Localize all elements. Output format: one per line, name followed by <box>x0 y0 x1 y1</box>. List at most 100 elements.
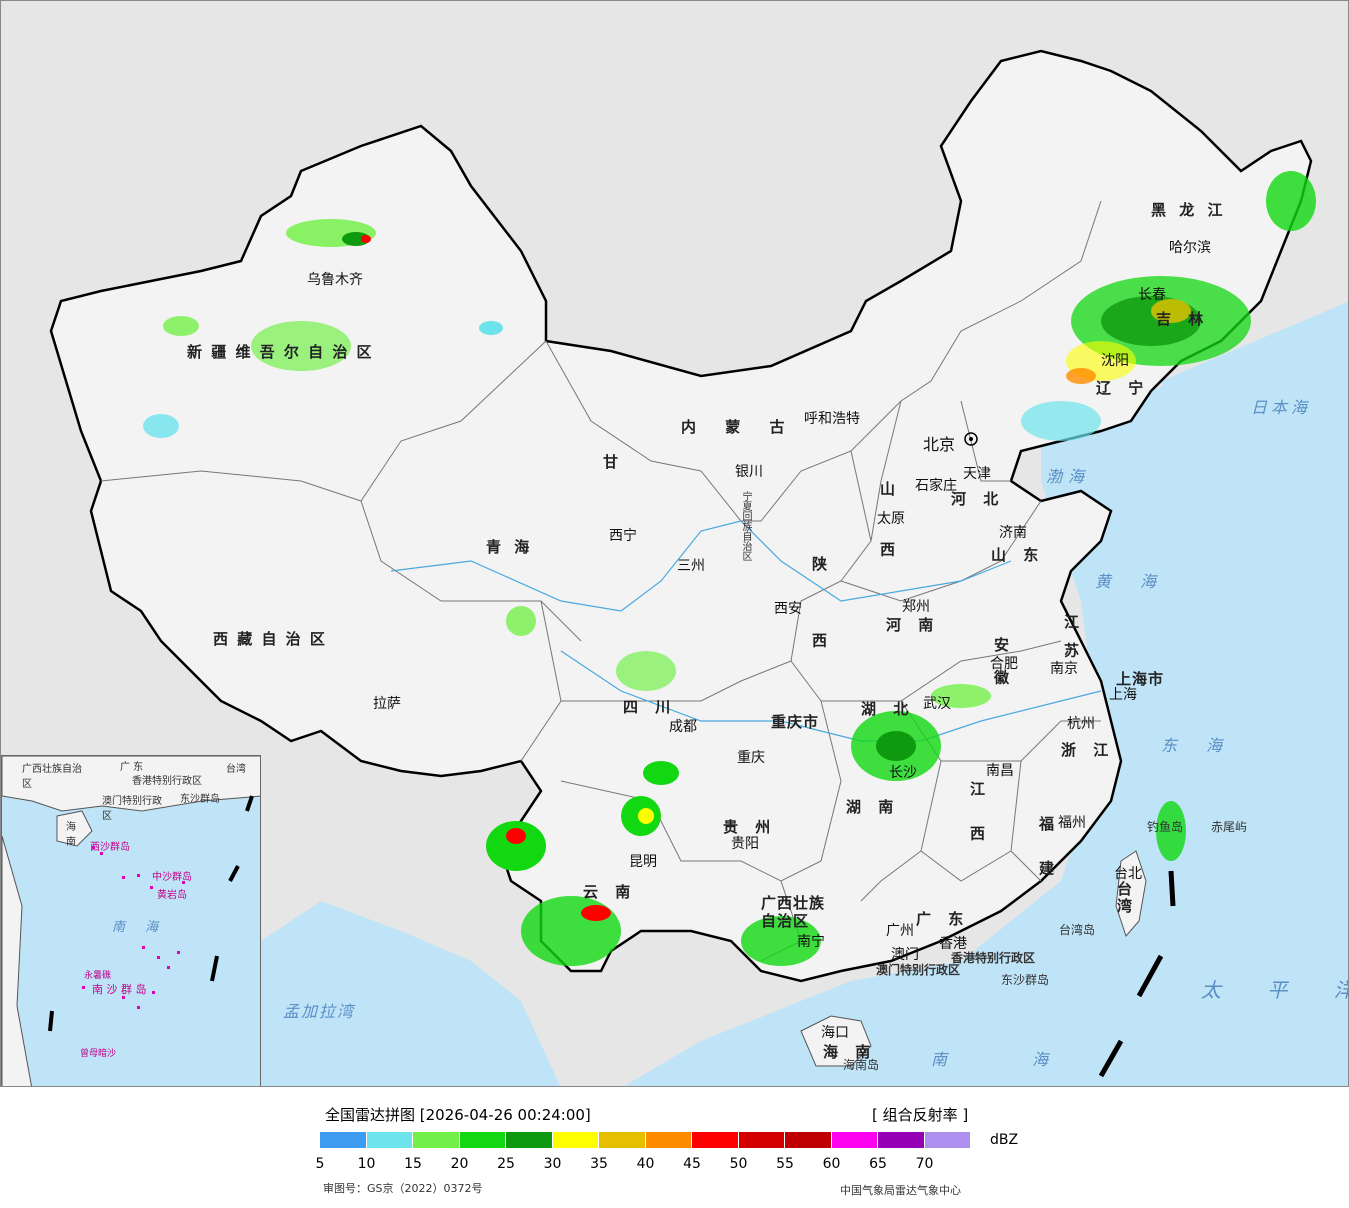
legend-swatch <box>692 1132 738 1148</box>
province-jiangxi: 江 西 <box>968 781 986 853</box>
legend-tick: 25 <box>497 1156 515 1172</box>
island-diaoyu: 钓鱼岛 <box>1147 820 1184 834</box>
legend-title: 全国雷达拼图 [2026-04-26 00:24:00] <box>325 1106 591 1124</box>
legend-product: [ 组合反射率 ] <box>872 1106 969 1124</box>
legend-tick: 20 <box>450 1156 469 1172</box>
legend-swatch <box>924 1132 970 1148</box>
island-chiwei: 赤尾屿 <box>1211 820 1248 834</box>
city-hangzhou: 杭州 <box>1067 716 1095 732</box>
legend-tick: 30 <box>543 1156 562 1172</box>
province-shaanxi: 陕 西 <box>810 556 828 676</box>
province-hk: 香港特别行政区 <box>951 951 1036 965</box>
sea-huanghai: 黄 海 <box>1095 572 1169 591</box>
city-shijiazhuang: 石家庄 <box>915 478 957 494</box>
city-haikou: 海口 <box>821 1025 849 1041</box>
city-shenyang: 沈阳 <box>1101 353 1129 369</box>
city-hohhot: 呼和浩特 <box>804 411 860 427</box>
province-jilin: 吉 林 <box>1156 310 1210 328</box>
sea-bengal: 孟加拉湾 <box>283 1002 356 1021</box>
city-tianjin: 天津 <box>963 466 991 482</box>
legend-swatch <box>506 1132 552 1148</box>
legend-tick: 45 <box>683 1156 701 1172</box>
legend-unit: dBZ <box>990 1132 1019 1148</box>
inset-label-dongsha: 东沙群岛 <box>180 794 220 805</box>
legend-swatch <box>599 1132 645 1148</box>
island-dongsha: 东沙群岛 <box>1001 973 1050 987</box>
inset-canvas <box>2 756 260 1086</box>
city-nanchang: 南昌 <box>986 763 1014 779</box>
inset-label-taiwan: 台湾 <box>226 764 246 775</box>
japan-sea <box>1161 301 1348 561</box>
province-hebei: 河 北 <box>951 490 1005 508</box>
legend-swatch <box>831 1132 877 1148</box>
city-guangzhou: 广州 <box>886 923 914 939</box>
bay-of-bengal <box>261 901 561 1086</box>
inset-label-huangyan: 黄岩岛 <box>157 890 187 901</box>
city-hefei: 合肥 <box>990 656 1018 672</box>
city-kunming: 昆明 <box>629 854 657 870</box>
city-shanghai: 上海 <box>1109 687 1137 703</box>
island-hainan: 海南岛 <box>843 1058 880 1072</box>
legend-swatch <box>320 1132 366 1148</box>
province-qinghai: 青 海 <box>486 538 534 556</box>
review-number: 审图号：GS京（2022）0372号 <box>323 1182 483 1195</box>
city-jinan: 济南 <box>999 525 1027 541</box>
legend-tick: 5 <box>315 1156 325 1172</box>
legend-tick: 35 <box>590 1156 608 1172</box>
source-credit: 中国气象局雷达气象中心 <box>840 1184 961 1197</box>
inset-label-guangxi: 广西壮族自治区 <box>22 764 82 790</box>
inset-label-zengmu: 曾母暗沙 <box>80 1049 117 1059</box>
legend-swatch <box>645 1132 691 1148</box>
sea-bohai: 渤海 <box>1046 467 1091 486</box>
inset-label-xisha: 西沙群岛 <box>90 842 130 853</box>
province-shanxi: 山 西 <box>878 481 896 577</box>
legend-tick: 15 <box>404 1156 422 1172</box>
city-nanning: 南宁 <box>797 934 825 950</box>
city-beijing: 北京 <box>923 435 956 454</box>
sea-nanhai: 南 海 <box>931 1050 1089 1069</box>
radar-map[interactable]: 新 疆 维 吾 尔 自 治 区 西 藏 自 治 区 青 海 甘 内 蒙 古 黑 … <box>0 0 1349 1087</box>
inset-label-hainan: 海 南 <box>66 822 76 848</box>
province-fujian: 福 建 <box>1037 816 1055 888</box>
south-china-sea-inset: 广 东 广西壮族自治区 台湾 香港特别行政区 澳门特别行政区 东沙群岛 海 南 … <box>1 755 261 1086</box>
city-xian: 西安 <box>774 601 802 617</box>
ocean <box>624 301 1348 1086</box>
beijing-marker <box>964 432 978 446</box>
legend-tick: 50 <box>729 1156 748 1172</box>
province-macau: 澳门特别行政区 <box>876 963 961 977</box>
hainan-island-shape <box>800 1015 872 1067</box>
province-zhejiang: 浙 江 <box>1061 741 1115 759</box>
province-jiangsu: 江 苏 <box>1062 614 1080 662</box>
legend-tick: 55 <box>776 1156 794 1172</box>
province-anhui: 安 徽 <box>992 637 1010 691</box>
province-ningxia: 宁夏回族自治区 <box>740 491 751 561</box>
province-taiwan: 台湾 <box>1115 881 1133 915</box>
legend-tick: 65 <box>869 1156 887 1172</box>
inset-label-nanhai: 南 海 <box>112 920 167 935</box>
map-canvas <box>49 49 1348 1086</box>
legend-swatch <box>785 1132 831 1148</box>
sea-japan: 日本海 <box>1251 398 1312 417</box>
sea-donghai: 东 海 <box>1161 736 1235 755</box>
city-taipei: 台北 <box>1114 866 1142 882</box>
inset-label-nansha: 南 沙 群 岛 <box>92 983 147 996</box>
province-henan: 河 南 <box>886 616 940 634</box>
city-chengdu: 成都 <box>669 719 697 735</box>
legend-swatch <box>413 1132 459 1148</box>
inset-label-hk: 香港特别行政区 <box>132 776 202 787</box>
legend-tick: 40 <box>636 1156 655 1172</box>
inset-label-yongshu: 永暑礁 <box>84 971 112 981</box>
boundary-dashes <box>1098 870 1176 1078</box>
province-sichuan: 四 川 <box>623 698 677 716</box>
legend-swatch <box>459 1132 505 1148</box>
city-taiyuan: 太原 <box>877 511 905 527</box>
province-xizang: 西 藏 自 治 区 <box>213 630 327 648</box>
province-hunan: 湖 南 <box>846 798 900 816</box>
city-hongkong: 香港 <box>939 936 967 952</box>
city-lhasa: 拉萨 <box>373 696 401 712</box>
city-fuzhou: 福州 <box>1058 815 1086 831</box>
province-shanghai: 上海市 <box>1116 670 1165 688</box>
province-gansu: 甘 <box>603 453 625 471</box>
city-zhengzhou: 郑州 <box>902 599 930 615</box>
inset-label-macau: 澳门特别行政区 <box>102 796 162 822</box>
